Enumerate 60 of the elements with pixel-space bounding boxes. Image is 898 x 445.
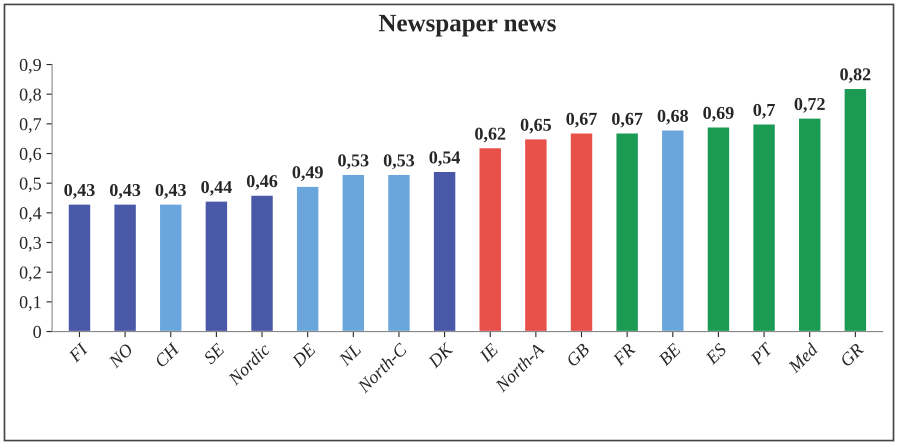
x-tick-label: CH: [154, 342, 180, 368]
bar: [615, 132, 640, 332]
y-tick-label: 0,6: [20, 148, 42, 163]
data-label: 0,72: [794, 98, 825, 113]
bar: [296, 185, 320, 332]
data-label: 0,54: [429, 151, 460, 166]
bar: [341, 174, 366, 332]
chart-title: Newspaper news: [378, 14, 556, 37]
x-tick-label: GR: [839, 342, 864, 368]
data-label: 0,53: [338, 154, 368, 170]
bar: [660, 129, 685, 332]
data-label: 0,7: [753, 104, 775, 119]
bar: [432, 170, 457, 332]
y-tick-label: 0,9: [20, 58, 41, 74]
bar: [706, 126, 731, 332]
y-tick-label: 0,2: [20, 266, 41, 282]
data-label: 0,67: [612, 112, 643, 128]
x-tick-label: DK: [427, 342, 454, 369]
bar: [250, 194, 274, 332]
data-label: 0,44: [201, 180, 232, 196]
y-tick-label: 0,8: [20, 88, 41, 104]
x-tick-label: GB: [566, 342, 590, 368]
y-tick-label: 0,4: [20, 207, 42, 222]
y-tick-label: 0,3: [20, 236, 41, 252]
data-label: 0,53: [384, 154, 414, 170]
data-label: 0,62: [475, 128, 506, 142]
x-tick-label: IE: [478, 342, 499, 363]
data-label: 0,67: [566, 112, 597, 128]
data-label: 0,49: [292, 166, 323, 181]
y-tick-label: 0,5: [20, 177, 41, 192]
bar: [113, 203, 138, 332]
bar: [158, 203, 183, 332]
bar: [569, 132, 594, 332]
bar: [798, 117, 822, 332]
bar: [67, 203, 92, 332]
x-tick-label: NO: [108, 342, 134, 369]
y-tick-label: 0: [33, 326, 41, 338]
x-tick-label: PT: [750, 342, 774, 366]
bar: [843, 88, 868, 332]
data-label: 0,46: [246, 175, 278, 190]
data-label: 0,68: [658, 110, 688, 125]
x-tick-label: FR: [612, 342, 636, 366]
x-tick-label: SE: [202, 342, 226, 365]
data-label: 0,82: [840, 68, 870, 84]
bar: [524, 138, 548, 332]
bar: [204, 200, 228, 332]
data-label: 0,43: [156, 184, 186, 199]
x-tick-label: DE: [291, 342, 316, 368]
y-tick-label: 0,7: [20, 118, 42, 133]
data-label: 0,43: [110, 184, 140, 199]
data-label: 0,43: [64, 184, 95, 199]
data-label: 0,65: [520, 118, 552, 134]
data-label: 0,69: [703, 106, 734, 122]
bar: [478, 146, 502, 332]
y-tick-label: 0,1: [20, 296, 41, 311]
x-tick-label: BE: [658, 342, 682, 366]
x-tick-label: ES: [704, 342, 728, 366]
bar: [386, 174, 412, 332]
x-tick-label: FI: [68, 342, 89, 363]
bar: [752, 123, 776, 332]
